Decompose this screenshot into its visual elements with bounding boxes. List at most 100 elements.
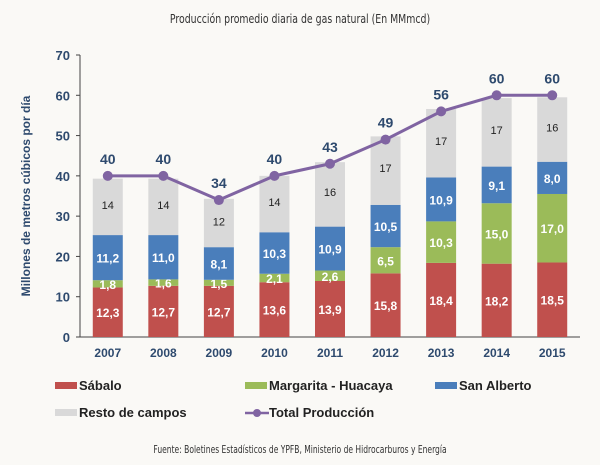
- bar-segment: [481, 98, 512, 167]
- legend-swatch: [55, 409, 77, 416]
- bar-data-label: 18,4: [429, 294, 453, 308]
- bar-data-label: 17: [491, 125, 503, 137]
- bar-segment: [537, 262, 568, 337]
- y-axis-title: Millones de metros cúbicos por día: [19, 95, 33, 296]
- bar-segment: [259, 175, 290, 233]
- bar-data-label: 1,8: [99, 278, 116, 292]
- chart-title: Producción promedio diaria de gas natura…: [169, 12, 431, 26]
- bar-segment: [426, 108, 457, 178]
- bar-data-label: 12,7: [152, 305, 176, 319]
- bar-segment: [481, 166, 512, 204]
- bar-data-label: 6,5: [377, 254, 394, 268]
- x-tick-label: 2009: [206, 346, 233, 360]
- bar-segment: [148, 285, 179, 337]
- legend-swatch: [435, 382, 457, 389]
- legend-item-sabalo: Sábalo: [55, 378, 122, 393]
- total-data-label: 60: [544, 70, 560, 86]
- total-data-label: 40: [267, 151, 283, 167]
- bar-segment: [148, 235, 179, 280]
- bar-segment: [203, 247, 234, 280]
- bar-segment: [370, 273, 401, 337]
- bar-segment: [203, 279, 234, 286]
- y-tick-label: 30: [56, 209, 70, 224]
- bar-data-label: 10,9: [429, 193, 453, 207]
- total-data-label: 49: [378, 115, 394, 131]
- legend-label: Sábalo: [79, 378, 122, 393]
- bar-segment: [370, 136, 401, 205]
- bar-data-label: 10,3: [263, 247, 287, 261]
- bar-data-label: 16: [324, 187, 336, 199]
- bar-data-label: 14: [102, 200, 114, 212]
- bar-segment: [315, 162, 345, 227]
- bar-data-label: 11,2: [96, 252, 119, 266]
- bar-segment: [259, 282, 290, 337]
- legend-label: Resto de campos: [79, 405, 187, 420]
- bar-segment: [315, 281, 345, 337]
- bar-segment: [537, 97, 568, 162]
- bar-data-label: 14: [157, 200, 169, 212]
- bar-data-label: 15,8: [374, 299, 398, 313]
- y-tick-label: 70: [56, 48, 70, 63]
- total-point: [547, 90, 558, 101]
- bar-data-label: 17,0: [541, 222, 565, 236]
- legend-label: Total Producción: [269, 405, 375, 420]
- bar-data-label: 10,3: [429, 236, 453, 250]
- bar-segment: [481, 263, 512, 337]
- bar-data-label: 10,5: [374, 220, 398, 234]
- bar-segment: [148, 279, 179, 286]
- legend-line-marker-icon: [245, 408, 269, 417]
- legend-item-san-alberto: San Alberto: [435, 378, 531, 393]
- total-data-label: 43: [322, 139, 338, 155]
- bar-data-label: 12: [213, 217, 225, 229]
- legend-swatch: [55, 382, 77, 389]
- bar-data-label: 11,0: [152, 251, 175, 265]
- total-data-label: 40: [156, 151, 172, 167]
- bar-segment: [92, 178, 123, 236]
- bar-segment: [315, 226, 345, 271]
- bar-data-label: 9,1: [488, 179, 505, 193]
- y-tick-label: 0: [63, 330, 70, 345]
- total-point: [158, 170, 169, 181]
- total-point: [380, 134, 391, 145]
- bar-data-label: 10,9: [318, 243, 342, 257]
- x-tick-label: 2008: [150, 346, 177, 360]
- bar-data-label: 1,5: [211, 277, 228, 291]
- y-tick-label: 60: [56, 88, 70, 103]
- bar-data-label: 16: [546, 122, 558, 134]
- bar-data-label: 2,1: [266, 272, 283, 286]
- x-tick-label: 2015: [539, 346, 566, 360]
- x-tick-label: 2014: [483, 346, 510, 360]
- bar-segment: [370, 204, 401, 248]
- x-tick-label: 2012: [372, 346, 399, 360]
- bar-segment: [370, 247, 401, 274]
- bar-segment: [481, 203, 512, 264]
- legend-item-total: Total Producción: [245, 405, 374, 420]
- total-data-label: 56: [433, 86, 449, 102]
- y-tick-label: 50: [56, 129, 70, 144]
- total-point: [436, 106, 447, 117]
- bar-data-label: 17: [379, 163, 391, 175]
- x-tick-label: 2007: [94, 346, 121, 360]
- bar-segment: [426, 221, 457, 263]
- bar-segment: [426, 262, 457, 337]
- x-tick-label: 2013: [428, 346, 455, 360]
- bar-data-label: 17: [435, 136, 447, 148]
- y-tick-label: 10: [56, 290, 70, 305]
- total-point: [491, 90, 502, 101]
- bar-segment: [92, 280, 123, 288]
- bar-segment: [203, 198, 234, 248]
- y-tick-label: 20: [56, 249, 70, 264]
- bar-data-label: 14: [268, 197, 280, 209]
- bar-data-label: 18,5: [541, 294, 565, 308]
- bar-data-label: 15,0: [485, 227, 509, 241]
- legend-label: Margarita - Huacaya: [269, 378, 393, 393]
- total-point: [213, 195, 224, 206]
- total-data-label: 34: [211, 175, 227, 191]
- bar-data-label: 8,0: [544, 172, 561, 186]
- legend-swatch: [245, 382, 267, 389]
- legend-item-margarita: Margarita - Huacaya: [245, 378, 393, 393]
- x-tick-label: 2011: [317, 346, 343, 360]
- bar-segment: [537, 161, 568, 194]
- bar-data-label: 13,9: [318, 303, 342, 317]
